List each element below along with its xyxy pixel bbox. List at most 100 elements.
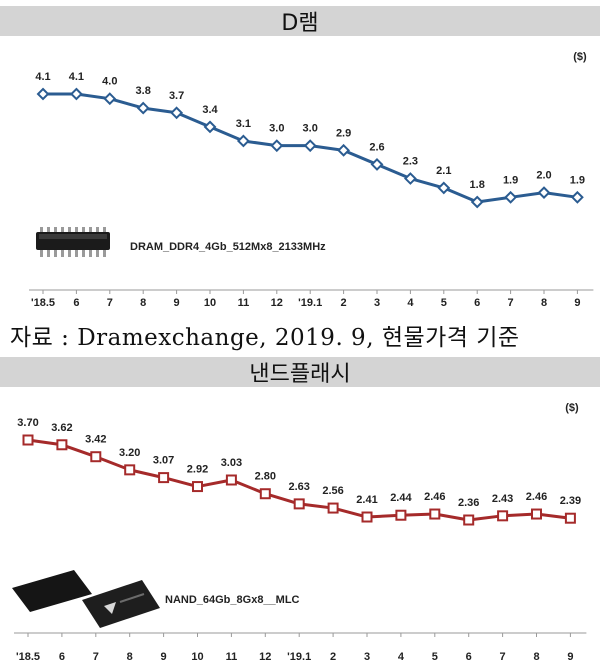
nand-value-label: 2.63 [288,481,309,493]
nand-data-point [497,510,509,522]
nand-x-tick-label: 9 [567,651,573,663]
nand-x-tick-label: 10 [191,651,203,663]
nand-data-point [192,481,203,493]
nand-value-label: 2.56 [322,485,343,497]
dram-value-label: 2.1 [436,165,451,177]
dram-data-point [570,190,584,204]
dram-data-point [370,158,384,171]
nand-x-tick-label: 8 [533,651,539,663]
dram-x-tick-label: 7 [508,297,514,309]
dram-data-point [103,92,117,106]
nand-value-label: 3.62 [51,422,72,434]
nand-chart-title: 낸드플래시 [0,357,600,387]
dram-data-point [203,120,217,134]
dram-x-tick-label: 8 [140,297,146,309]
nand-value-label: 3.42 [85,434,106,446]
dram-value-label: 2.9 [336,127,351,139]
dram-value-label: 2.3 [403,156,418,168]
nand-value-label: 2.39 [560,495,581,507]
nand-x-tick-label: 2 [330,651,336,663]
nand-data-point [22,434,34,446]
dram-x-tick-label: 8 [541,297,547,309]
dram-x-tick-label: 10 [204,297,216,309]
nand-data-point [124,464,136,476]
nand-value-label: 2.80 [255,471,276,483]
nand-value-label: 2.36 [458,497,479,509]
nand-data-point [90,451,102,463]
dram-x-tick-label: 9 [174,297,180,309]
nand-value-label: 2.92 [187,464,208,476]
nand-x-tick-label: 9 [161,651,167,663]
dram-data-point [470,195,484,209]
nand-x-tick-label: 11 [226,651,238,663]
dram-x-tick-label: 6 [73,297,79,309]
dram-value-label: 1.8 [470,179,485,191]
dram-value-label: 1.9 [570,174,585,186]
nand-x-tick-label: 8 [127,651,133,663]
dram-x-tick-label: 7 [107,297,113,309]
nand-product-label: NAND_64Gb_8Gx8__MLC [165,594,300,606]
dram-unit-label: ($) [573,51,587,63]
dram-data-point [36,87,50,101]
nand-price-chart: ($) '18.5 6 7 8 9 10 11 12 '19.1 2 3 4 5 6 7 8 9 3.70 3.62 3… [12,402,587,663]
nand-x-tick-label: 7 [93,651,99,663]
nand-value-label: 3.20 [119,447,140,459]
nand-data-point [293,498,305,510]
dram-value-label: 1.9 [503,174,518,186]
dram-value-label: 3.4 [202,104,218,116]
nand-data-point [531,508,542,520]
nand-value-label: 2.44 [390,492,412,504]
nand-x-tick-label: 12 [259,651,271,663]
source-note: 자료 : Dramexchange, 2019. 9, 현물가격 기준 [10,325,520,351]
dram-x-tick-label: 11 [238,297,250,309]
dram-chip-icon [36,227,110,257]
dram-x-tick-label: '18.5 [31,297,55,309]
dram-value-label: 2.0 [536,170,551,182]
nand-value-label: 2.43 [492,493,513,505]
dram-value-label: 3.0 [269,123,284,135]
nand-data-point [225,474,237,486]
dram-x-tick-label: 12 [271,297,283,309]
nand-value-label: 2.46 [424,491,445,503]
dram-x-tick-label: 2 [341,297,347,309]
nand-data-point [429,508,441,520]
dram-value-label: 4.0 [102,76,117,88]
nand-x-tick-label: 3 [364,651,370,663]
dram-data-point [270,139,284,153]
dram-x-tick-label: 4 [407,297,414,309]
nand-data-point [158,472,170,484]
nand-data-point [463,514,475,526]
dram-data-point [437,181,451,195]
nand-x-tick-label: 7 [500,651,506,663]
nand-x-tick-label: 4 [398,651,405,663]
nand-x-tick-label: 6 [59,651,65,663]
dram-data-point [170,106,184,120]
nand-x-tick-label: '18.5 [16,651,40,663]
dram-value-label: 2.6 [369,141,384,153]
nand-value-label: 3.70 [17,417,38,429]
nand-data-point [56,439,68,451]
nand-data-point [361,511,373,523]
nand-x-tick-label: '19.1 [287,651,311,663]
nand-x-tick-label: 5 [432,651,438,663]
nand-chip-icon [12,570,160,628]
dram-value-label: 4.1 [69,71,84,83]
dram-data-point [537,186,551,200]
nand-value-label: 2.41 [356,494,377,506]
nand-x-tick-label: 6 [466,651,472,663]
dram-x-tick-label: 6 [474,297,480,309]
nand-data-point [395,509,407,521]
nand-unit-label: ($) [565,402,579,414]
nand-value-label: 3.07 [153,455,174,467]
dram-value-label: 4.1 [35,71,50,83]
dram-data-point [69,87,83,101]
dram-value-label: 3.7 [169,90,184,102]
dram-price-chart: ($) '18.5 6 7 8 9 10 11 12 '19.1 2 3 4 5 6 7 8 9 4.1 4.1 4.0… [29,51,594,309]
dram-x-tick-label: 9 [574,297,580,309]
nand-data-point [259,488,271,500]
dram-product-label: DRAM_DDR4_4Gb_512Mx8_2133MHz [130,241,326,253]
dram-data-point [337,143,351,157]
dram-value-label: 3.1 [236,118,251,130]
dram-value-label: 3.8 [136,85,151,97]
dram-data-point [303,139,317,153]
